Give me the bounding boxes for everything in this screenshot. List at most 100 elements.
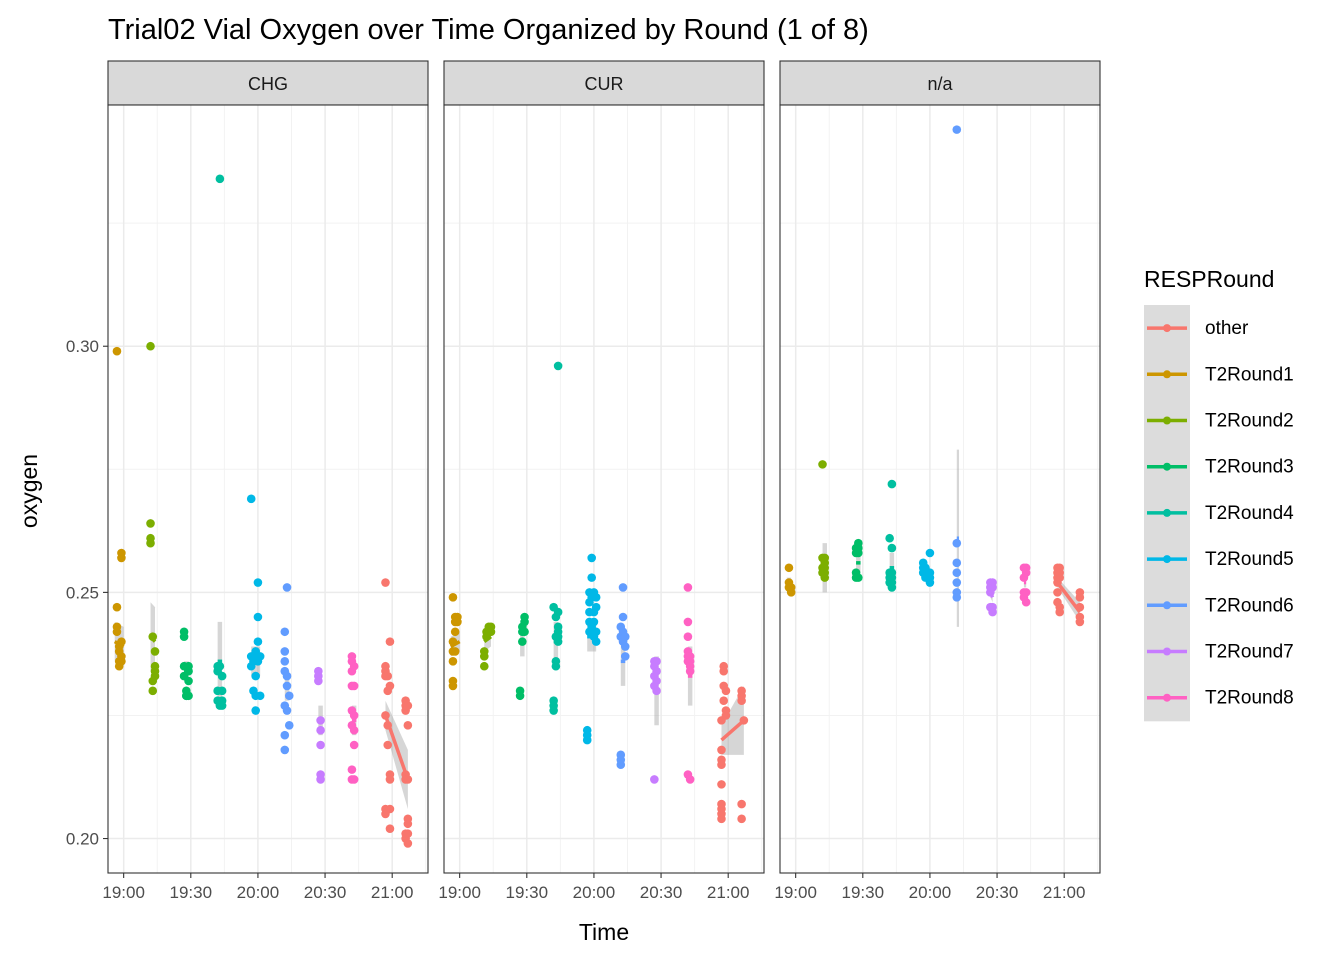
data-point xyxy=(515,691,525,701)
data-point xyxy=(385,637,395,646)
data-point xyxy=(717,780,726,789)
legend: RESPRound other T2Round1 T2Round2 T2Round3 T2… xyxy=(1144,266,1294,722)
data-point xyxy=(349,775,359,784)
data-point xyxy=(652,657,661,666)
legend-item: T2Round3 xyxy=(1144,443,1294,491)
data-point xyxy=(117,657,126,666)
data-point xyxy=(988,607,997,617)
y-axis: 0.20 0.25 0.30 xyxy=(66,337,108,849)
data-point xyxy=(349,725,359,735)
data-point xyxy=(148,686,158,696)
data-point xyxy=(784,563,794,573)
legend-item: T2Round2 xyxy=(1144,397,1294,445)
x-tick-label: 19:00 xyxy=(774,883,817,902)
data-point xyxy=(1075,593,1085,602)
data-point xyxy=(737,799,746,809)
legend-key-point xyxy=(1163,416,1171,425)
legend-label: T2Round4 xyxy=(1205,503,1294,524)
legend-label: T2Round6 xyxy=(1205,595,1294,616)
data-point xyxy=(383,671,393,681)
data-point xyxy=(719,696,729,705)
data-point xyxy=(582,735,592,745)
data-point xyxy=(591,593,601,602)
data-point xyxy=(403,819,413,829)
panel-background xyxy=(108,105,428,873)
legend-key-point xyxy=(1163,601,1171,610)
legend-item: T2Round7 xyxy=(1144,628,1294,676)
data-point xyxy=(1075,617,1085,627)
facet-strip-label: CHG xyxy=(248,74,288,94)
data-point xyxy=(652,686,661,696)
data-point xyxy=(620,632,630,641)
legend-label: T2Round3 xyxy=(1205,457,1294,478)
data-point xyxy=(952,125,962,134)
data-point xyxy=(112,627,122,637)
legend-label: T2Round5 xyxy=(1205,549,1294,570)
data-point xyxy=(737,814,746,824)
x-tick-label: 20:30 xyxy=(976,883,1019,902)
x-tick-label: 20:00 xyxy=(573,883,616,902)
legend-key-point xyxy=(1163,555,1171,564)
data-point xyxy=(146,341,155,351)
data-point xyxy=(620,652,630,661)
data-point xyxy=(620,642,630,651)
data-point xyxy=(448,681,458,691)
data-point xyxy=(1053,588,1062,597)
chart-title: Trial02 Vial Oxygen over Time Organized … xyxy=(108,14,869,46)
data-point xyxy=(618,612,628,622)
data-point xyxy=(184,676,193,686)
data-point xyxy=(217,686,227,696)
data-point xyxy=(246,494,256,504)
data-point xyxy=(349,681,359,691)
data-point xyxy=(117,553,126,563)
data-point xyxy=(885,533,894,543)
data-point xyxy=(587,553,596,563)
data-point xyxy=(146,519,155,528)
facet-strip-label: n/a xyxy=(927,74,953,94)
data-point xyxy=(553,637,563,646)
data-point xyxy=(616,760,626,769)
data-point xyxy=(403,829,413,838)
data-point xyxy=(280,647,290,656)
data-point xyxy=(403,721,413,730)
data-point xyxy=(112,346,122,356)
data-point xyxy=(587,573,596,582)
legend-label: T2Round8 xyxy=(1205,688,1294,709)
data-point xyxy=(1021,568,1031,577)
legend-item: T2Round1 xyxy=(1144,351,1294,398)
data-point xyxy=(479,652,489,661)
data-point xyxy=(1055,573,1065,582)
data-point xyxy=(721,711,731,720)
data-point xyxy=(284,691,294,701)
data-point xyxy=(403,701,413,710)
data-point xyxy=(739,716,749,725)
data-point xyxy=(952,593,962,602)
data-point xyxy=(450,627,460,637)
data-point xyxy=(988,583,997,592)
legend-item: T2Round8 xyxy=(1144,674,1294,722)
data-point xyxy=(549,706,558,715)
x-tick-label: 20:00 xyxy=(909,883,952,902)
facet-strip xyxy=(107,60,429,106)
data-point xyxy=(1055,607,1065,617)
panel-border xyxy=(779,104,1101,874)
data-point xyxy=(385,804,395,814)
data-point xyxy=(486,627,496,637)
data-point xyxy=(448,637,458,646)
data-point xyxy=(381,711,390,720)
data-point xyxy=(520,627,529,637)
data-point xyxy=(385,681,395,691)
data-point xyxy=(1075,602,1085,612)
data-point xyxy=(589,617,599,627)
y-tick-label: 0.30 xyxy=(66,337,99,356)
data-point xyxy=(820,573,830,582)
facet-panel-3: n/a 19:00 19:30 20:00 20:30 21:00 xyxy=(774,60,1101,902)
data-point xyxy=(520,617,529,627)
data-point xyxy=(683,617,693,627)
x-tick-label: 21:00 xyxy=(1043,883,1086,902)
data-point xyxy=(280,657,290,666)
legend-key-point xyxy=(1163,324,1171,333)
data-point xyxy=(618,583,628,592)
data-point xyxy=(255,691,265,701)
data-point xyxy=(282,671,292,681)
